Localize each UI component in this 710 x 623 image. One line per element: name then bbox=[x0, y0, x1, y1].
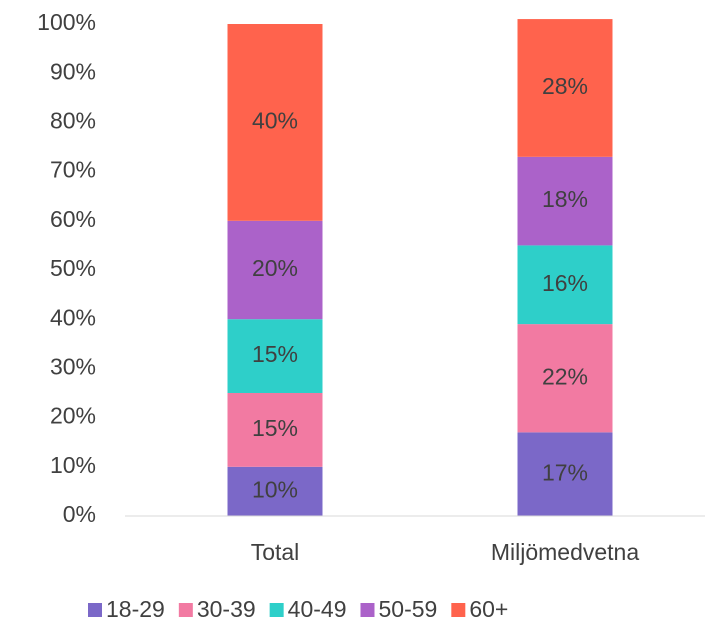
data-label: 15% bbox=[252, 415, 298, 441]
legend-label: 30-39 bbox=[197, 596, 256, 622]
y-tick-label: 20% bbox=[50, 403, 96, 429]
y-tick-label: 50% bbox=[50, 255, 96, 281]
bar-segment bbox=[517, 432, 613, 516]
y-tick-label: 60% bbox=[50, 206, 96, 232]
y-tick-label: 70% bbox=[50, 157, 96, 183]
legend-label: 60+ bbox=[469, 596, 508, 622]
data-label: 10% bbox=[252, 476, 298, 502]
x-tick-label: Total bbox=[251, 539, 300, 565]
data-label: 16% bbox=[542, 270, 588, 296]
data-label: 22% bbox=[542, 363, 588, 389]
legend-label: 40-49 bbox=[288, 596, 347, 622]
data-label: 20% bbox=[252, 255, 298, 281]
y-tick-label: 90% bbox=[50, 58, 96, 84]
legend-swatch bbox=[88, 603, 102, 617]
x-tick-label: Miljömedvetna bbox=[491, 539, 639, 565]
bar-segment bbox=[227, 319, 323, 393]
legend-swatch bbox=[178, 603, 193, 617]
bar-segment bbox=[227, 24, 323, 221]
bar-segment bbox=[517, 156, 613, 246]
legend-swatch bbox=[451, 603, 466, 617]
bar-segment bbox=[517, 19, 613, 157]
bar-segment bbox=[517, 245, 613, 325]
legend-label: 50-59 bbox=[378, 596, 437, 622]
data-label: 40% bbox=[252, 107, 298, 133]
bar-segment bbox=[227, 393, 323, 467]
bar-segment bbox=[227, 466, 323, 516]
y-tick-label: 100% bbox=[37, 9, 96, 35]
legend-swatch bbox=[360, 603, 375, 617]
data-label: 18% bbox=[542, 186, 588, 212]
y-tick-label: 10% bbox=[50, 452, 96, 478]
y-tick-label: 40% bbox=[50, 304, 96, 330]
bar-segment bbox=[227, 220, 323, 320]
y-tick-label: 0% bbox=[63, 501, 96, 527]
y-tick-label: 80% bbox=[50, 107, 96, 133]
data-label: 28% bbox=[542, 73, 588, 99]
bar-segment bbox=[517, 324, 613, 433]
data-label: 15% bbox=[252, 341, 298, 367]
y-tick-label: 30% bbox=[50, 353, 96, 379]
data-label: 17% bbox=[542, 459, 588, 485]
legend-label: 18-29 bbox=[106, 596, 165, 622]
legend-swatch bbox=[269, 603, 284, 617]
